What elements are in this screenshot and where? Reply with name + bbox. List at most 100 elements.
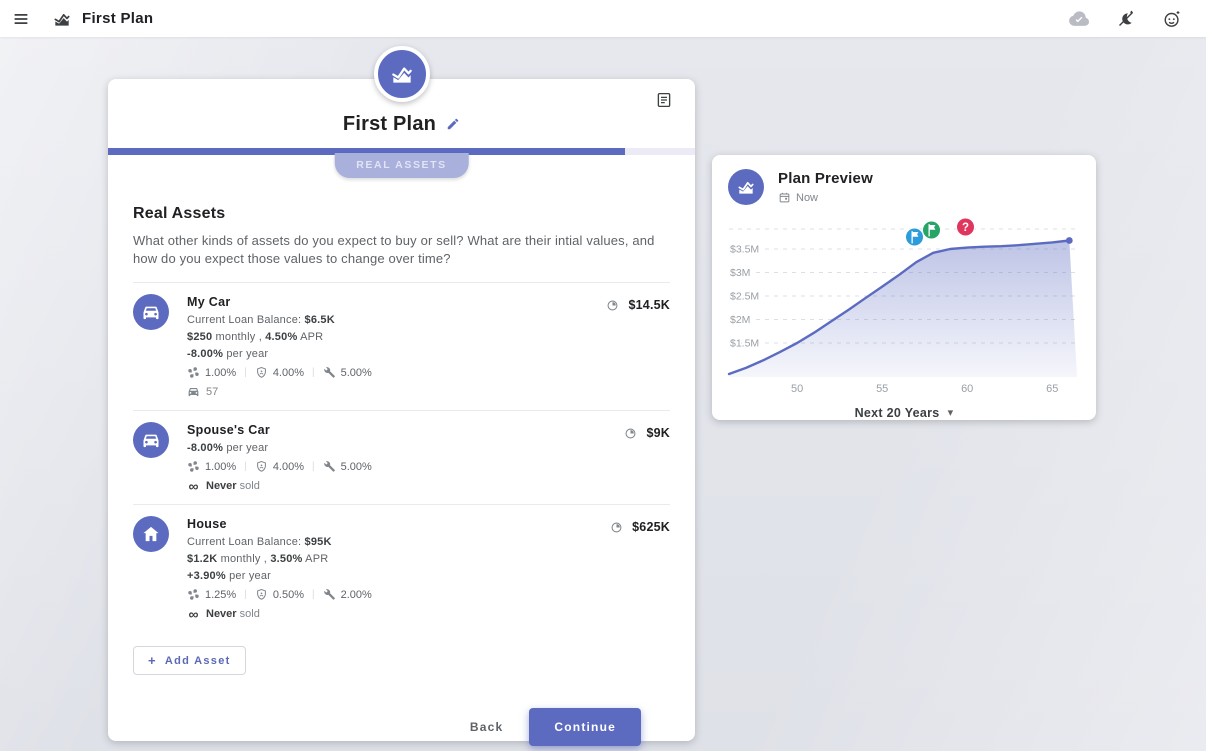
asset-avatar — [133, 516, 169, 552]
section-heading: Real Assets — [133, 205, 226, 222]
continue-button[interactable]: Continue — [529, 708, 641, 746]
app-title: First Plan — [82, 10, 154, 27]
asset-details: Spouse's Car -8.00% per year 1.00% | 4.00%… — [187, 420, 606, 494]
infinity-icon: ∞ — [188, 477, 199, 494]
svg-text:50: 50 — [791, 383, 803, 395]
asset-value-amount: $9K — [646, 426, 670, 440]
asset-value: $14.5K — [606, 298, 670, 312]
asset-value: $9K — [624, 426, 670, 440]
svg-text:$2M: $2M — [730, 314, 750, 326]
asset-rate: 5.00% — [323, 460, 372, 473]
timeline-now-label: Now — [796, 191, 819, 204]
plan-title: First Plan — [342, 112, 437, 135]
asset-rate: 4.00% — [255, 366, 304, 379]
app-logo-chart-icon — [52, 9, 72, 29]
asset-name: House — [187, 517, 227, 531]
asset-detail-line: Current Loan Balance: $95K — [187, 536, 332, 548]
car-small-icon — [187, 385, 200, 398]
svg-text:$2.5M: $2.5M — [730, 291, 759, 303]
asset-value-amount: $625K — [632, 520, 670, 534]
chart-avatar-icon — [736, 177, 756, 197]
plan-summary-button[interactable] — [655, 91, 673, 112]
edit-plan-button[interactable] — [446, 117, 460, 131]
wrench-icon — [323, 460, 336, 473]
plan-preview-header: Plan Preview Now — [728, 169, 1080, 205]
plan-card-body: Real Assets What other kinds of assets d… — [108, 155, 695, 746]
asset-rate: 0.50% — [255, 588, 304, 601]
app-bar: First Plan — [0, 0, 1206, 37]
plan-preview-panel: Plan Preview Now $3.5M $3M $2.5M $2M $1.5M? 5… — [712, 155, 1096, 420]
timer-icon — [624, 427, 637, 440]
plan-title-row: First Plan — [108, 111, 695, 137]
cloud-done-icon — [1068, 8, 1090, 30]
theme-toggle-button[interactable] — [1112, 5, 1140, 33]
pencil-icon — [446, 117, 460, 131]
preview-avatar — [728, 169, 764, 205]
range-label: Next 20 Years — [854, 406, 940, 420]
asset-detail-line: Current Loan Balance: $6.5K — [187, 314, 335, 326]
asset-rate: 1.00% — [187, 366, 236, 379]
pinwheel-icon — [187, 588, 200, 601]
home-icon — [141, 524, 161, 544]
svg-text:60: 60 — [961, 383, 973, 395]
chart-avatar-icon — [389, 61, 415, 87]
footer-actions: Back Continue — [133, 708, 670, 746]
asset-detail-line: -8.00% per year — [187, 348, 269, 360]
asset-sold-row: ∞ Never sold — [188, 477, 260, 494]
asset-row[interactable]: My Car Current Loan Balance: $6.5K $250 m… — [133, 282, 670, 410]
theme-toggle-icon — [1116, 9, 1136, 29]
sync-status-button[interactable] — [1064, 4, 1094, 34]
svg-text:?: ? — [962, 222, 969, 234]
back-button[interactable]: Back — [452, 710, 522, 744]
asset-detail-lines: -8.00% per year — [187, 442, 606, 454]
asset-details: My Car Current Loan Balance: $6.5K $250 m… — [187, 292, 588, 398]
plan-avatar — [373, 46, 430, 102]
rate-separator: | — [312, 367, 315, 378]
menu-button[interactable] — [8, 6, 34, 32]
asset-list: My Car Current Loan Balance: $6.5K $250 m… — [133, 282, 670, 632]
preview-title: Plan Preview — [778, 170, 873, 187]
asset-rate: 2.00% — [323, 588, 372, 601]
svg-text:55: 55 — [876, 383, 888, 395]
asset-rate: 1.00% — [187, 460, 236, 473]
progress-fill — [108, 148, 625, 155]
asset-row[interactable]: Spouse's Car -8.00% per year 1.00% | 4.00%… — [133, 410, 670, 504]
asset-rate: 4.00% — [255, 460, 304, 473]
plus-icon: + — [148, 653, 157, 668]
timer-icon — [610, 521, 623, 534]
asset-detail-line: $250 monthly , 4.50% APR — [187, 331, 324, 343]
calendar-icon — [778, 191, 791, 204]
asset-row[interactable]: House Current Loan Balance: $95K $1.2K mo… — [133, 504, 670, 632]
svg-text:$1.5M: $1.5M — [730, 338, 759, 350]
asset-detail-line: -8.00% per year — [187, 442, 269, 454]
app-bar-actions — [1064, 4, 1186, 34]
plan-card: First Plan REAL ASSETS Real Assets What … — [108, 46, 695, 746]
asset-sold-row: ∞ Never sold — [188, 605, 260, 622]
timer-icon — [606, 299, 619, 312]
asset-rates-row: 1.25% | 0.50% | 2.00% — [187, 588, 592, 601]
asset-value: $625K — [610, 520, 670, 534]
shield-icon — [255, 366, 268, 379]
asset-value-amount: $14.5K — [628, 298, 670, 312]
pinwheel-icon — [187, 366, 200, 379]
rate-separator: | — [244, 589, 247, 600]
caret-down-icon: ▾ — [947, 406, 954, 419]
rate-separator: | — [244, 367, 247, 378]
add-asset-button[interactable]: + Add Asset — [133, 646, 246, 675]
menu-icon — [12, 10, 30, 28]
asset-detail-line: +3.90% per year — [187, 570, 272, 582]
svg-text:$3M: $3M — [730, 267, 750, 279]
assistant-button[interactable] — [1158, 5, 1186, 33]
pinwheel-icon — [187, 460, 200, 473]
step-badge: REAL ASSETS — [334, 153, 469, 178]
wrench-icon — [323, 366, 336, 379]
wrench-icon — [323, 588, 336, 601]
car-icon — [141, 430, 161, 450]
assistant-face-icon — [1162, 9, 1182, 29]
progress-bar — [108, 148, 695, 155]
shield-icon — [255, 588, 268, 601]
asset-avatar — [133, 422, 169, 458]
range-selector[interactable]: Next 20 Years ▾ — [847, 402, 962, 424]
asset-rates-row: 1.00% | 4.00% | 5.00% — [187, 366, 588, 379]
